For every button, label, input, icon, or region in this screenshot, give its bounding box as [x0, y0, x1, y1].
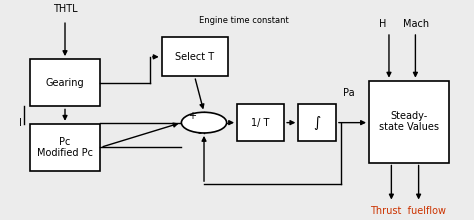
Text: Mach: Mach	[403, 19, 429, 29]
Text: Engine time constant: Engine time constant	[199, 16, 289, 25]
FancyBboxPatch shape	[298, 104, 336, 141]
Text: THTL: THTL	[53, 4, 77, 14]
FancyBboxPatch shape	[30, 59, 100, 106]
Text: Thrust  fuelflow: Thrust fuelflow	[370, 206, 446, 216]
Circle shape	[182, 112, 227, 133]
FancyBboxPatch shape	[369, 81, 449, 163]
Text: Pa: Pa	[343, 88, 355, 98]
Text: -: -	[197, 128, 201, 138]
Text: +: +	[188, 111, 196, 121]
FancyBboxPatch shape	[237, 104, 284, 141]
Text: Gearing: Gearing	[46, 78, 84, 88]
Text: Pc
Modified Pc: Pc Modified Pc	[37, 137, 93, 158]
Text: Steady-
state Values: Steady- state Values	[379, 111, 439, 132]
Text: ∫: ∫	[313, 116, 321, 130]
Text: 1/ T: 1/ T	[251, 118, 270, 128]
Text: I: I	[19, 118, 22, 128]
FancyBboxPatch shape	[30, 124, 100, 171]
Text: Select T: Select T	[175, 52, 214, 62]
Text: H: H	[379, 19, 387, 29]
FancyBboxPatch shape	[162, 37, 228, 76]
